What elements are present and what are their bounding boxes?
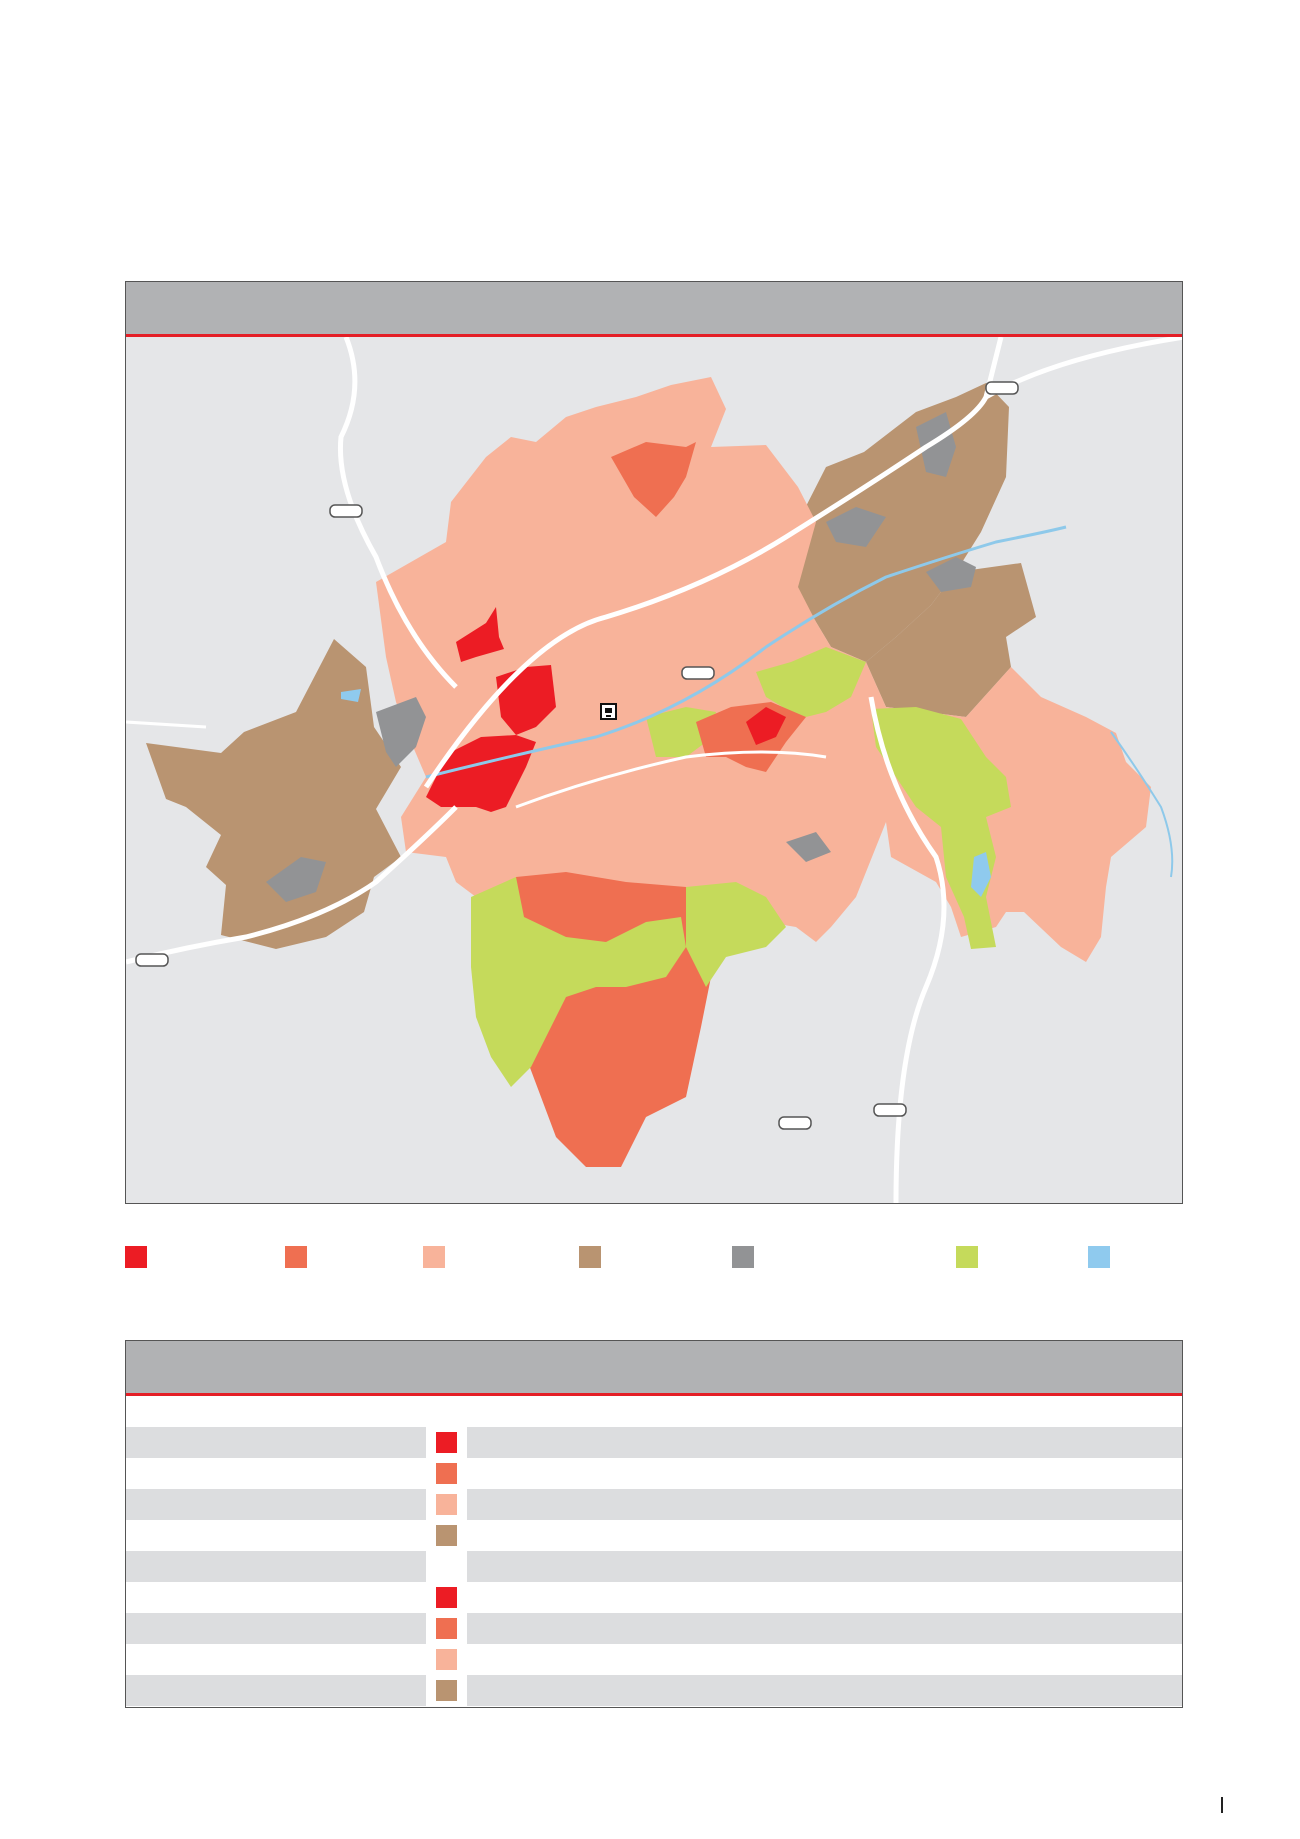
table-row <box>126 1551 1182 1582</box>
row-swatch-orange <box>436 1463 457 1484</box>
legend-swatch-gray <box>732 1246 754 1268</box>
zone-green-north <box>756 647 866 717</box>
road-shield-icon <box>778 1116 812 1130</box>
district-map[interactable] <box>126 337 1183 1203</box>
table-row <box>126 1489 1182 1520</box>
legend-swatch-red <box>125 1246 147 1268</box>
row-swatch-brown <box>436 1525 457 1546</box>
river-main <box>425 525 1067 779</box>
lake-east <box>971 852 991 897</box>
zone-red-3 <box>426 735 536 812</box>
legend-swatch-water <box>1088 1246 1110 1268</box>
table-row <box>126 1458 1182 1489</box>
lake-west <box>341 689 361 702</box>
row-swatch-salmon <box>436 1494 457 1515</box>
row-swatch-orange <box>436 1618 457 1639</box>
road-inner <box>515 750 827 809</box>
zone-green-southwest <box>471 877 686 1087</box>
zone-green-mid <box>686 882 786 987</box>
road-shield-icon <box>135 953 169 967</box>
road-west-edge <box>126 720 207 729</box>
road-east-south <box>868 696 947 1203</box>
row-swatch-salmon <box>436 1649 457 1670</box>
table-row <box>126 1582 1182 1613</box>
road-southwest <box>126 805 458 965</box>
zone-orange-north <box>611 442 696 517</box>
zone-gray-3 <box>916 412 956 477</box>
road-shield-icon <box>985 381 1019 395</box>
table-row <box>126 1675 1182 1706</box>
table-header-bar <box>126 1341 1182 1396</box>
map-panel <box>125 281 1183 1204</box>
legend-swatch-salmon <box>423 1246 445 1268</box>
zone-red-4 <box>746 707 786 745</box>
zone-gray-1 <box>376 697 426 767</box>
zone-gray-5 <box>926 557 976 592</box>
map-legend <box>125 1246 1183 1270</box>
zone-brown-east <box>866 563 1036 717</box>
zone-red-1 <box>456 607 504 662</box>
row-swatch-red <box>436 1432 457 1453</box>
road-shield-icon <box>873 1103 907 1117</box>
zone-green-west-strip <box>646 707 716 757</box>
row-swatch-brown <box>436 1680 457 1701</box>
map-header-bar <box>126 282 1182 337</box>
legend-swatch-green <box>956 1246 978 1268</box>
zone-gray-2 <box>266 857 326 902</box>
zone-brown-west <box>146 639 401 949</box>
page-number-mark <box>1221 1797 1223 1813</box>
zone-gray-4 <box>826 507 886 547</box>
table-row <box>126 1644 1182 1675</box>
road-shield-icon <box>329 504 363 518</box>
road-west-north <box>337 337 458 689</box>
legend-swatch-orange <box>285 1246 307 1268</box>
row-swatch-red <box>436 1587 457 1608</box>
road-spine <box>423 337 1004 789</box>
road-shield-icon <box>681 666 715 680</box>
legend-swatch-brown <box>579 1246 601 1268</box>
zone-brown-northeast <box>796 383 1009 662</box>
zone-gray-6 <box>786 832 831 862</box>
table-row <box>126 1520 1182 1551</box>
river-east <box>1110 731 1174 878</box>
data-table <box>125 1340 1183 1708</box>
table-row <box>126 1427 1182 1458</box>
table-row <box>126 1613 1182 1644</box>
train-station-icon <box>600 703 617 720</box>
